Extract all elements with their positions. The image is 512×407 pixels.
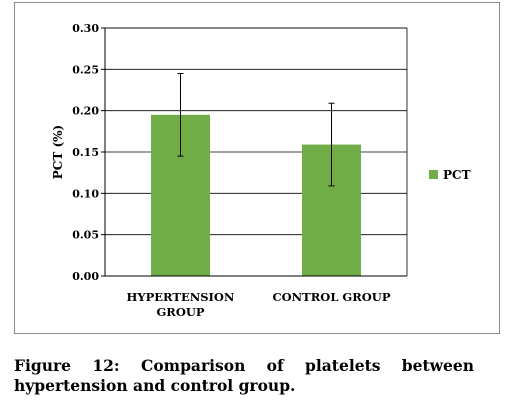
category-label-1: CONTROL GROUP [273, 290, 391, 304]
y-tick-label: 0.00 [72, 270, 99, 283]
y-tick-label: 0.25 [72, 63, 99, 76]
y-tick-label: 0.15 [72, 146, 99, 159]
gridlines [105, 27, 408, 276]
figure-caption: Figure 12: Comparison of platelets betwe… [14, 356, 474, 395]
axes: 0.00 0.05 0.10 0.15 0.20 0.25 0.30 HYPERTENSION… [72, 22, 407, 319]
y-tick-label: 0.20 [72, 105, 99, 118]
bars [151, 72, 361, 276]
category-label-0: HYPERTENSION GROUP [127, 290, 235, 319]
y-axis-title: PCT (%) [51, 125, 65, 179]
y-tick-label: 0.10 [72, 187, 99, 200]
pct-bar-chart: 0.00 0.05 0.10 0.15 0.20 0.25 0.30 HYPERTENSION… [51, 22, 471, 319]
y-tick-label: 0.05 [72, 229, 99, 242]
legend-swatch-pct [429, 170, 438, 179]
legend: PCT [429, 168, 471, 182]
legend-label-pct: PCT [443, 168, 471, 182]
y-tick-label: 0.30 [72, 22, 99, 35]
chart-frame [14, 2, 500, 334]
